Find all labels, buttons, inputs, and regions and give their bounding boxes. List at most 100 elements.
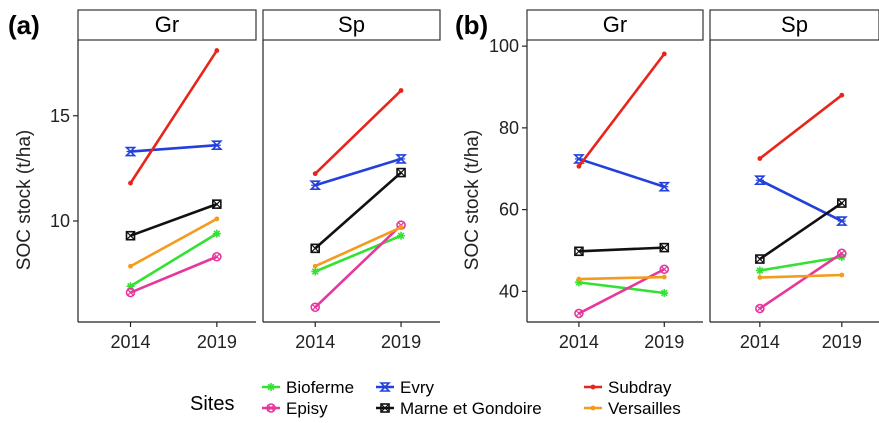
series-versailles [576, 274, 667, 282]
x-tick-label: 2014 [295, 332, 335, 352]
legend-item-label: Episy [286, 399, 328, 418]
data-point [309, 180, 322, 191]
facet-sp: Sp 2014 2019 [709, 9, 879, 352]
series-line [577, 53, 666, 168]
series-line [130, 255, 218, 294]
series-marne-et-gondoire [310, 167, 406, 254]
data-point [397, 231, 406, 240]
facet-sp: Sp 2014 2019 [262, 9, 441, 352]
series-line [314, 224, 402, 309]
series-line [759, 252, 843, 310]
series-marne-et-gondoire [574, 242, 670, 257]
panel-label: (b) [455, 10, 488, 40]
data-point [658, 181, 671, 192]
legend-item: Evry [376, 378, 435, 397]
data-point [214, 48, 220, 53]
data-point [212, 251, 222, 262]
x-tick-label: 2019 [197, 332, 237, 352]
series-bioferme [126, 229, 221, 291]
data-point [128, 180, 133, 186]
series-line [759, 94, 843, 160]
data-point [661, 51, 667, 57]
facet-strip [526, 9, 704, 41]
panel-label: (a) [8, 10, 40, 40]
legend-item-label: Bioferme [286, 378, 354, 397]
legend-item: Episy [262, 399, 328, 418]
data-point [312, 171, 318, 177]
facet-strip [77, 9, 257, 41]
series-evry [309, 154, 407, 191]
facet-strip-label: Gr [603, 12, 627, 37]
legend-item: Subdray [584, 378, 672, 397]
data-point [757, 156, 763, 161]
data-point [126, 282, 135, 291]
y-tick-label: 80 [499, 118, 519, 138]
data-point [398, 224, 404, 230]
facet-strip-label: Gr [155, 12, 179, 37]
series-line [129, 217, 218, 268]
series-line [129, 232, 218, 288]
series-bioferme [755, 253, 846, 275]
y-tick-label: 60 [499, 200, 519, 220]
series-line [314, 157, 402, 187]
facet-gr: Gr 2014 2019 10 15 [50, 9, 257, 352]
data-point [755, 254, 765, 264]
series-line [314, 89, 402, 175]
series-line [129, 49, 218, 184]
series-episy [755, 248, 847, 314]
series-line [578, 281, 665, 295]
x-tick-label: 2014 [559, 332, 599, 352]
legend-key-marker [267, 383, 275, 391]
series-line [314, 171, 402, 250]
data-point [659, 264, 670, 275]
y-tick-label: 100 [489, 36, 519, 56]
series-subdray [128, 48, 220, 186]
series-versailles [757, 272, 845, 280]
legend-item-label: Marne et Gondoire [400, 399, 542, 418]
series-line [130, 143, 217, 153]
data-point [839, 92, 845, 98]
legend-item: Marne et Gondoire [376, 399, 542, 418]
series-line [759, 273, 842, 279]
series-line [759, 201, 843, 261]
legend-item: Bioferme [262, 378, 354, 397]
legend-key-marker [379, 382, 391, 392]
series-evry [124, 140, 223, 157]
data-point [125, 230, 136, 241]
y-axis-label: SOC stock (t/ha) [14, 130, 35, 270]
facet-strip [262, 9, 441, 41]
data-point [212, 229, 221, 238]
data-point [574, 308, 584, 319]
x-tick-label: 2019 [822, 332, 862, 352]
chart-1: (b) SOC stock (t/ha) Gr 2014 2019 40 60 80 100 Sp… [455, 9, 879, 352]
data-point [755, 266, 764, 275]
data-point [125, 287, 136, 298]
data-point [753, 175, 766, 185]
series-versailles [128, 216, 220, 269]
series-line [130, 202, 218, 237]
series-bioferme [574, 278, 669, 297]
series-versailles [312, 224, 404, 269]
data-point [661, 274, 667, 280]
data-point [837, 248, 847, 259]
legend: Sites Bioferme Episy Evry Marne et Gondoire S… [190, 378, 681, 418]
series-subdray [576, 51, 667, 169]
legend-item-label: Versailles [608, 399, 681, 418]
data-point [835, 216, 848, 226]
data-point [755, 303, 765, 314]
data-point [660, 288, 669, 297]
series-episy [125, 251, 222, 298]
y-axis-label: SOC stock (t/ha) [462, 130, 483, 270]
series-subdray [312, 88, 404, 177]
x-tick-label: 2014 [110, 332, 150, 352]
series-marne-et-gondoire [755, 198, 847, 264]
data-point [214, 216, 220, 222]
y-tick-label: 40 [499, 281, 519, 301]
series-line [578, 246, 665, 253]
series-evry [572, 154, 671, 192]
facet-gr: Gr 2014 2019 40 60 80 100 [489, 9, 704, 352]
data-point [576, 276, 582, 282]
x-tick-label: 2019 [644, 332, 684, 352]
data-point [124, 146, 137, 157]
